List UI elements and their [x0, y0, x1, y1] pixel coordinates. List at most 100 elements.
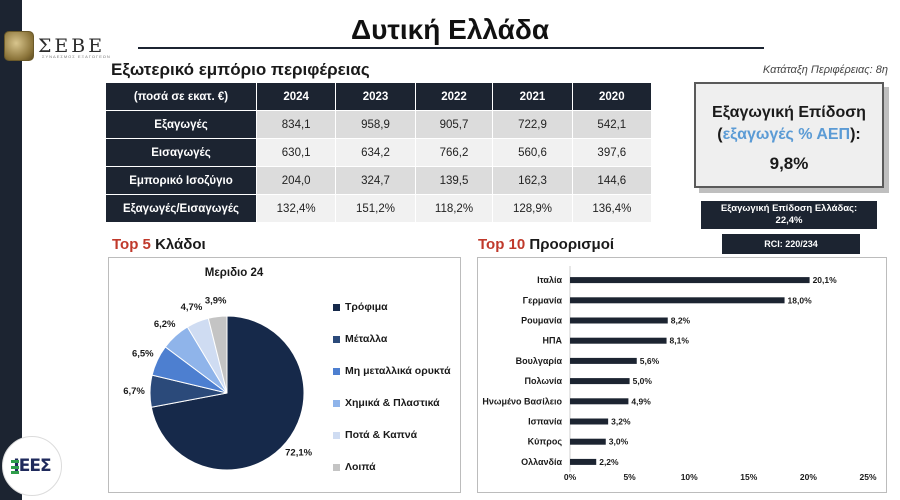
table-cell: 128,9% [493, 195, 572, 222]
legend-swatch [333, 303, 340, 311]
table-cell: 144,6 [572, 167, 651, 194]
bar-category-label: Ηνωμένο Βασίλειο [482, 396, 562, 406]
export-gdp-label: εξαγωγές % ΑΕΠ [722, 126, 851, 143]
title-divider [138, 47, 764, 49]
year-header: 2020 [572, 83, 651, 110]
bar-value-label: 5,0% [633, 376, 653, 386]
table-cell: 132,4% [257, 195, 336, 222]
bar-value-label: 18,0% [788, 295, 813, 305]
iees-logo: ΙΕΕΣ [2, 436, 62, 496]
top5-prefix: Top 5 [112, 236, 151, 253]
bar-category-label: Πολωνία [524, 376, 562, 386]
x-tick-label: 5% [623, 472, 636, 482]
greece-performance-value: 22,4% [775, 215, 803, 226]
table-row: Εμπορικό Ισοζύγιο 204,0 324,7 139,5 162,… [106, 167, 651, 194]
table-header-row: (ποσά σε εκατ. €) 2024 2023 2022 2021 20… [106, 83, 651, 110]
table-cell: 958,9 [336, 111, 415, 138]
pie-slice-label: 6,7% [123, 386, 145, 397]
table-cell: 162,3 [493, 167, 572, 194]
export-performance-subtitle: (εξαγωγές % ΑΕΠ): [696, 126, 882, 144]
bar [570, 317, 668, 324]
bar [570, 357, 637, 364]
x-tick-label: 10% [681, 472, 698, 482]
greece-performance-badge: Εξαγωγική Επίδοση Ελλάδας: 22,4% [701, 201, 877, 229]
destinations-bar-panel: Ιταλία 20,1% Γερμανία 18,0% Ρουμανία 8,2% ΗΠΑ 8… [477, 257, 887, 493]
year-header: 2023 [336, 83, 415, 110]
seve-logo-subtext: ΣΥΝΔΕΣΜΟΣ ΕΞΑΓΩΓΕΩΝ [42, 54, 111, 59]
bar-value-label: 4,9% [631, 396, 651, 406]
table-cell: 204,0 [257, 167, 336, 194]
legend-label: Χημικά & Πλαστικά [345, 397, 440, 409]
legend-label: Ποτά & Καπνά [345, 429, 418, 441]
bar-value-label: 3,2% [611, 417, 631, 427]
legend-label: Τρόφιμα [345, 301, 388, 313]
row-label-balance: Εμπορικό Ισοζύγιο [106, 167, 256, 194]
export-performance-title: Εξαγωγική Επίδοση [712, 104, 866, 121]
top10-destinations-title: Top 10 Προορισμοί [478, 236, 614, 253]
table-cell: 560,6 [493, 139, 572, 166]
table-cell: 136,4% [572, 195, 651, 222]
legend-item: Ποτά & Καπνά [333, 419, 451, 451]
top5-sectors-title: Top 5 Κλάδοι [112, 236, 206, 253]
table-cell: 151,2% [336, 195, 415, 222]
pie-chart-title: Μεριδιο 24 [204, 267, 264, 279]
bar [570, 418, 609, 425]
year-header: 2021 [493, 83, 572, 110]
legend-item: Τρόφιμα [333, 291, 451, 323]
table-cell: 766,2 [415, 139, 493, 166]
top10-prefix: Top 10 [478, 236, 526, 253]
table-cell: 397,6 [572, 139, 651, 166]
sectors-pie-chart: 72,1% 6,7% 6,5% 6,2% 4,7%3,9% [123, 296, 313, 471]
bar [570, 438, 606, 445]
legend-item: Μη μεταλλικά ορυκτά [333, 355, 451, 387]
legend-swatch [333, 431, 340, 439]
pie-slice-label: 72,1% [285, 447, 312, 458]
table-row: Εξαγωγές/Εισαγωγές 132,4% 151,2% 118,2% … [106, 195, 651, 222]
seve-emblem-icon [4, 31, 34, 61]
sectors-pie-panel: Μεριδιο 24 72,1% 6,7% 6,5% 6,2% 4,7% 3,9% Τρό… [108, 257, 461, 493]
bar [570, 458, 597, 465]
row-label-imports: Εισαγωγές [106, 139, 256, 166]
destinations-bar-chart: Ιταλία 20,1% Γερμανία 18,0% Ρουμανία 8,2% ΗΠΑ 8… [482, 266, 877, 482]
legend-swatch [333, 367, 340, 375]
region-ranking: Κατάταξη Περιφέρειας: 8η [762, 64, 888, 76]
bar [570, 297, 785, 304]
bar [570, 398, 629, 405]
bar-category-label: Ρουμανία [521, 316, 562, 326]
bar-value-label: 20,1% [813, 275, 838, 285]
export-performance-box: Εξαγωγική Επίδοση (εξαγωγές % ΑΕΠ): 9,8% [694, 82, 884, 188]
legend-swatch [333, 335, 340, 343]
export-performance-value: 9,8% [769, 154, 809, 173]
top5-suffix: Κλάδοι [155, 236, 206, 253]
legend-label: Λοιπά [345, 461, 376, 473]
year-header: 2024 [257, 83, 336, 110]
table-row: Εξαγωγές 834,1 958,9 905,7 722,9 542,1 [106, 111, 651, 138]
table-cell: 905,7 [415, 111, 493, 138]
table-cell: 324,7 [336, 167, 415, 194]
pie-slice-label: 6,2% [154, 319, 176, 330]
legend-item: Χημικά & Πλαστικά [333, 387, 451, 419]
pie-slice [207, 315, 228, 394]
side-strip [0, 0, 22, 500]
seve-logo: ΣΕΒΕ ΣΥΝΔΕΣΜΟΣ ΕΞΑΓΩΓΕΩΝ [4, 30, 116, 62]
table-row: Εισαγωγές 630,1 634,2 766,2 560,6 397,6 [106, 139, 651, 166]
greece-performance-label: Εξαγωγική Επίδοση Ελλάδας: [720, 203, 858, 214]
year-header: 2022 [415, 83, 493, 110]
pie-slice [150, 315, 305, 471]
pie-slice-label: 3,9% [205, 296, 227, 307]
table-cell: 139,5 [415, 167, 493, 194]
row-label-exports: Εξαγωγές [106, 111, 256, 138]
seve-logo-text: ΣΕΒΕ [38, 34, 106, 57]
paren-close: ): [850, 126, 861, 143]
bar-category-label: ΗΠΑ [543, 336, 563, 346]
bar-value-label: 3,0% [609, 437, 629, 447]
x-tick-label: 15% [740, 472, 757, 482]
pie-slice-label: 4,7% [181, 302, 203, 313]
table-cell: 542,1 [572, 111, 651, 138]
bar-value-label: 5,6% [640, 356, 660, 366]
pie-slice-label: 6,5% [132, 349, 154, 360]
bar-category-label: Βουλγαρία [516, 356, 563, 366]
legend-swatch [333, 463, 340, 471]
bar [570, 277, 810, 284]
bar-category-label: Ολλανδία [521, 457, 562, 467]
